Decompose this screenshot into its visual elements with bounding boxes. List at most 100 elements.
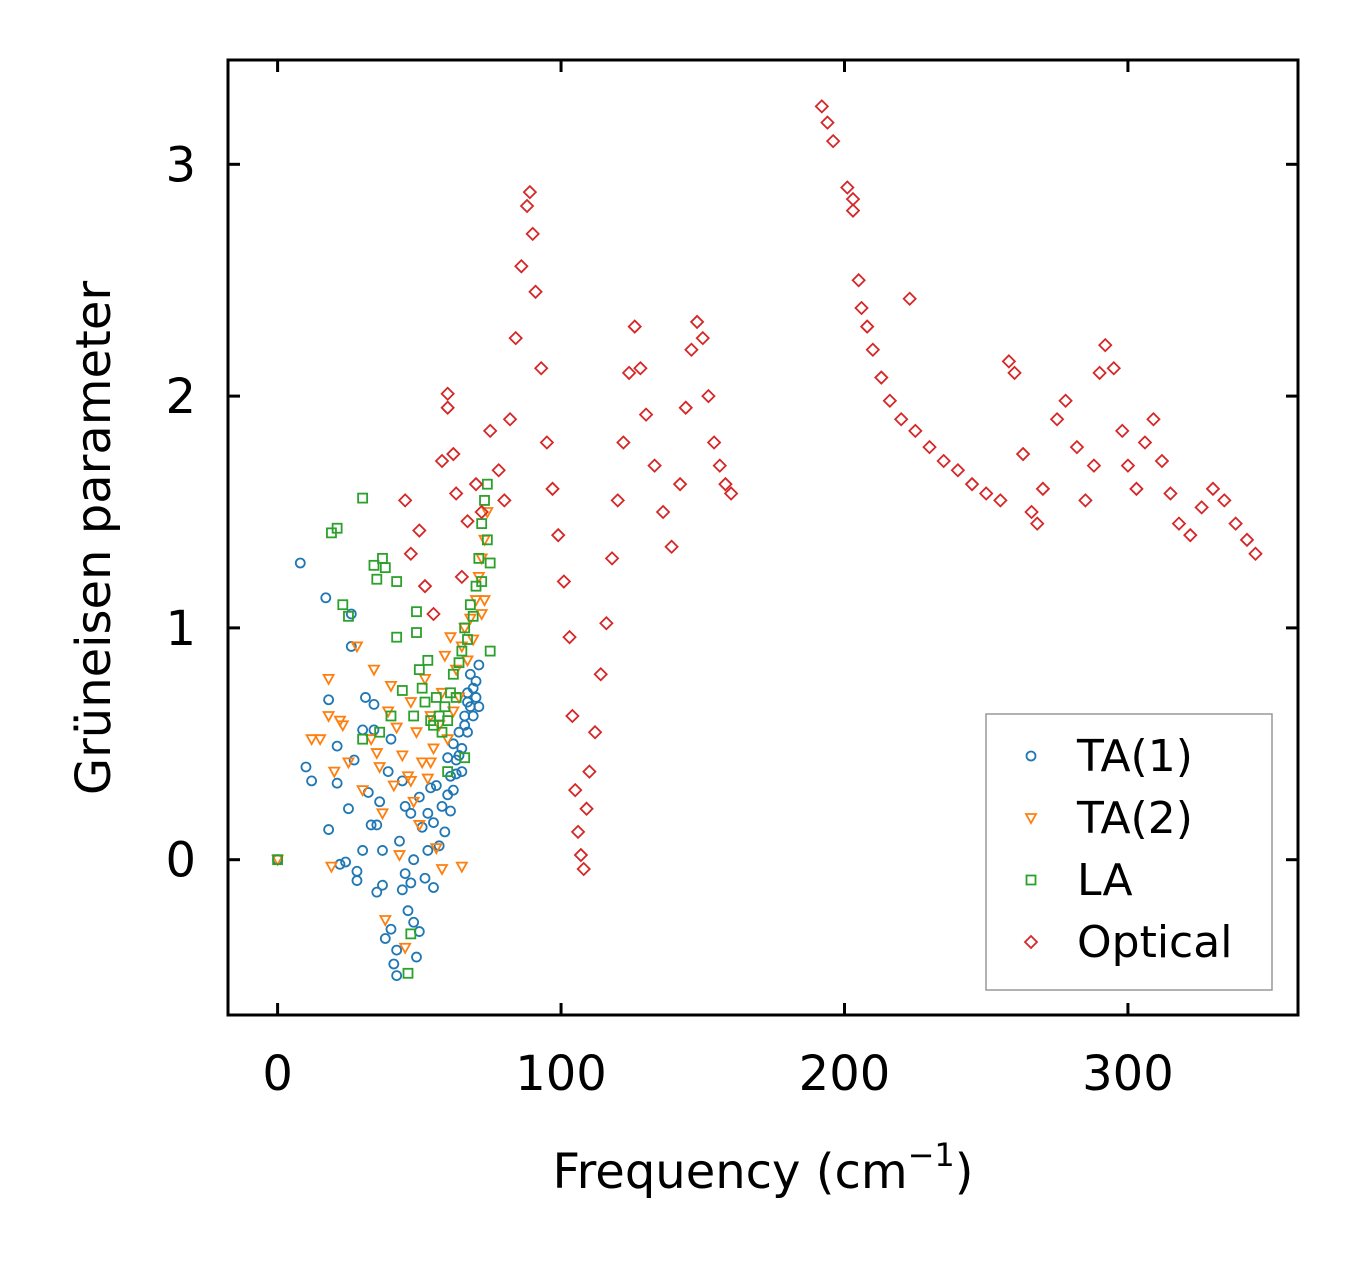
data-point — [1049, 412, 1065, 427]
data-point — [447, 668, 459, 680]
x-tick-label: 200 — [799, 1046, 891, 1102]
data-point — [874, 370, 889, 385]
data-point — [350, 641, 364, 654]
data-point — [464, 599, 476, 611]
data-point — [528, 284, 543, 300]
data-point — [385, 710, 397, 722]
legend-item: Optical — [1023, 917, 1232, 968]
data-point — [425, 782, 437, 794]
x-tick-label: 100 — [515, 1046, 607, 1102]
data-point — [411, 606, 422, 618]
data-point — [377, 879, 388, 891]
data-point — [374, 796, 386, 808]
plot-frame — [226, 58, 1300, 1017]
data-point — [978, 486, 994, 501]
data-point — [455, 861, 469, 874]
data-point — [1097, 337, 1113, 353]
data-point — [272, 854, 284, 866]
legend-label: TA(1) — [1076, 731, 1193, 782]
x-axis-title-text: Frequency (cm — [552, 1144, 907, 1200]
data-point — [412, 523, 427, 538]
data-point — [1183, 527, 1198, 543]
data-point — [964, 476, 980, 492]
data-point — [300, 761, 312, 773]
data-point — [313, 734, 327, 747]
data-point — [305, 734, 319, 747]
data-point — [604, 551, 620, 566]
data-point — [422, 845, 434, 856]
data-point — [922, 439, 937, 455]
data-point — [497, 493, 512, 508]
data-point — [434, 453, 450, 469]
data-point — [689, 314, 705, 330]
data-point — [567, 782, 583, 798]
data-point — [446, 706, 460, 719]
data-point — [408, 916, 420, 928]
data-point — [371, 819, 383, 831]
data-point — [480, 507, 494, 519]
data-point — [402, 905, 414, 917]
data-point — [387, 780, 401, 793]
data-point — [466, 634, 480, 647]
data-point — [468, 476, 484, 492]
data-point — [405, 807, 417, 819]
data-point — [429, 843, 443, 855]
data-point — [446, 446, 461, 462]
data-point — [436, 726, 448, 738]
data-point — [706, 435, 722, 450]
data-point — [562, 629, 577, 645]
data-point — [351, 865, 363, 877]
data-point — [1024, 504, 1039, 520]
legend-label: Optical — [1077, 917, 1232, 968]
data-point — [484, 557, 496, 569]
data-point — [1015, 446, 1031, 462]
data-point — [475, 609, 489, 621]
data-point — [902, 291, 917, 307]
data-point — [533, 361, 549, 376]
data-point — [993, 493, 1008, 508]
series-optical — [397, 99, 1263, 877]
data-point — [336, 720, 350, 733]
data-point — [417, 578, 433, 594]
data-point — [474, 504, 489, 520]
data-point — [364, 734, 378, 747]
data-point — [467, 610, 479, 622]
data-point — [825, 133, 841, 149]
data-point — [462, 726, 473, 738]
data-point — [814, 99, 830, 114]
data-point — [712, 458, 728, 473]
legend-label: LA — [1077, 855, 1133, 906]
data-point — [1146, 412, 1161, 427]
data-point — [508, 330, 523, 346]
data-point — [701, 388, 716, 404]
data-point — [936, 453, 951, 469]
data-point — [570, 824, 586, 840]
data-point — [1163, 486, 1178, 501]
legend-item: TA(2) — [1024, 793, 1193, 844]
data-point — [464, 668, 476, 680]
data-point — [391, 576, 403, 587]
data-point — [1001, 354, 1017, 369]
data-point — [462, 634, 473, 645]
data-point — [522, 184, 538, 200]
legend-item: TA(1) — [1025, 731, 1193, 782]
data-point — [371, 573, 383, 585]
data-point — [430, 780, 442, 791]
data-point — [396, 685, 408, 696]
data-point — [445, 805, 456, 817]
data-point — [412, 820, 426, 832]
data-point — [411, 951, 422, 963]
data-point — [371, 886, 383, 898]
legend-marker — [1025, 750, 1037, 762]
data-point — [1069, 439, 1085, 455]
data-point — [908, 423, 923, 439]
data-point — [447, 784, 459, 796]
data-point — [1058, 393, 1073, 409]
data-point — [368, 559, 380, 571]
data-point — [854, 300, 869, 316]
data-point — [357, 845, 369, 856]
y-tick-label: 1 — [165, 601, 196, 657]
data-point — [436, 800, 448, 812]
data-point — [525, 226, 540, 242]
